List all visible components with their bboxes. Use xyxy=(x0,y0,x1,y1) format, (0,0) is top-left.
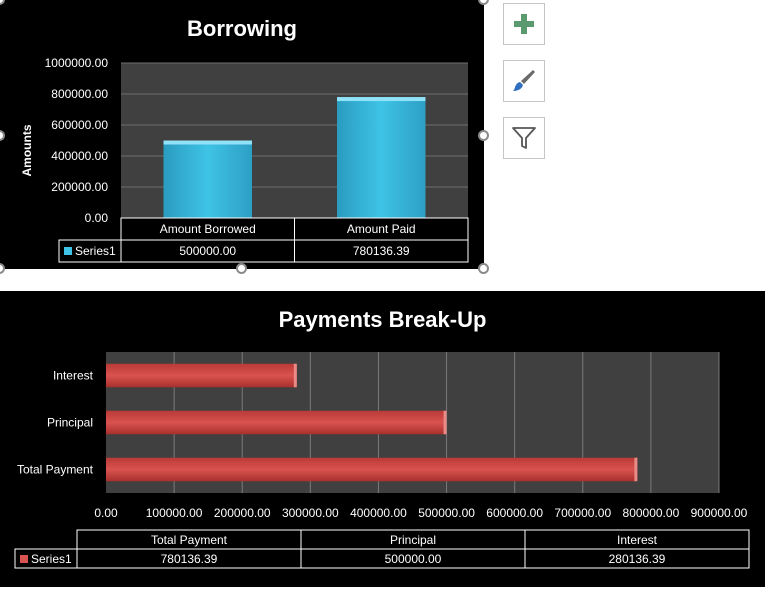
x-tick-label: 700000.00 xyxy=(554,506,611,520)
bar xyxy=(163,140,252,218)
bar xyxy=(337,97,426,218)
category-label: Interest xyxy=(53,369,94,383)
y-tick-label: 0.00 xyxy=(85,211,109,225)
x-tick-label: 600000.00 xyxy=(486,506,543,520)
resize-handle-bottom-center[interactable] xyxy=(236,263,247,274)
legend-series-label: Series1 xyxy=(31,552,72,566)
borrowing-plot: 0.00 200000.00 400000.00 600000.00 800000.00… xyxy=(20,56,469,263)
table-category-label: Interest xyxy=(617,533,658,547)
table-category-label: Total Payment xyxy=(151,533,228,547)
x-tick-label: 100000.00 xyxy=(146,506,203,520)
resize-handle-bottom-left[interactable] xyxy=(0,263,5,274)
x-tick-label: 0.00 xyxy=(94,506,118,520)
bar-end-highlight xyxy=(443,410,447,435)
x-tick-label: 800000.00 xyxy=(623,506,680,520)
bar-end-highlight xyxy=(634,457,638,482)
payments-breakup-chart[interactable]: Payments Break-Up 0.00 100000.00 200000.00… xyxy=(0,291,765,587)
funnel-icon xyxy=(512,127,536,149)
bar xyxy=(106,410,447,435)
bar-end-highlight xyxy=(293,363,297,388)
paintbrush-icon xyxy=(513,70,535,91)
chart-filters-button[interactable] xyxy=(503,117,545,159)
x-tick-label: 400000.00 xyxy=(350,506,407,520)
add-chart-element-button[interactable] xyxy=(503,3,545,45)
table-category-label: Principal xyxy=(390,533,436,547)
resize-handle-middle-left[interactable] xyxy=(0,130,5,141)
category-label: Total Payment xyxy=(17,463,94,477)
chart-title: Payments Break-Up xyxy=(278,307,487,332)
bar xyxy=(106,363,297,388)
x-tick-label: 300000.00 xyxy=(282,506,339,520)
y-tick-label: 600000.00 xyxy=(51,118,108,132)
resize-handle-bottom-right[interactable] xyxy=(478,263,489,274)
bar xyxy=(106,457,638,482)
bar-top-highlight xyxy=(337,97,426,102)
resize-handle-top-right[interactable] xyxy=(478,0,489,5)
x-tick-label: 900000.00 xyxy=(691,506,748,520)
category-label: Amount Borrowed xyxy=(160,222,256,236)
x-tick-label: 200000.00 xyxy=(214,506,271,520)
data-label: 780136.39 xyxy=(353,244,410,258)
y-tick-label: 1000000.00 xyxy=(45,56,109,70)
borrowing-chart[interactable]: Borrowing 0.00 200000.00 400000.00 600000.0… xyxy=(0,0,484,269)
category-label: Amount Paid xyxy=(347,222,416,236)
chart-title: Borrowing xyxy=(187,16,297,41)
y-axis-title: Amounts xyxy=(20,124,34,176)
y-tick-label: 400000.00 xyxy=(51,149,108,163)
legend-swatch xyxy=(20,555,28,563)
chart-styles-button[interactable] xyxy=(503,60,545,102)
x-tick-label: 500000.00 xyxy=(418,506,475,520)
legend-series-label: Series1 xyxy=(75,244,116,258)
resize-handle-top-left[interactable] xyxy=(0,0,5,5)
data-label: 280136.39 xyxy=(609,552,666,566)
data-label: 500000.00 xyxy=(179,244,236,258)
y-tick-label: 800000.00 xyxy=(51,87,108,101)
category-label: Principal xyxy=(47,416,93,430)
data-table-legend-cell xyxy=(14,548,78,569)
payments-plot: 0.00 100000.00 200000.00 300000.00 400000.00… xyxy=(14,352,750,569)
plus-icon xyxy=(514,14,534,34)
data-label: 780136.39 xyxy=(161,552,218,566)
data-table-legend-cell xyxy=(58,239,122,263)
data-label: 500000.00 xyxy=(385,552,442,566)
bar-top-highlight xyxy=(163,140,252,145)
legend-swatch xyxy=(64,247,72,255)
resize-handle-middle-right[interactable] xyxy=(478,130,489,141)
y-tick-label: 200000.00 xyxy=(51,180,108,194)
